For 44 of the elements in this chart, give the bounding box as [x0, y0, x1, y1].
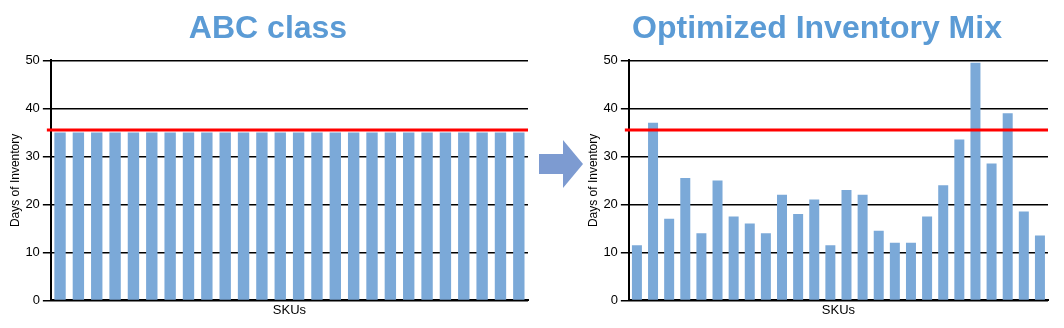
x-axis-title: SKUs [272, 301, 307, 317]
bar [680, 178, 691, 300]
bar [905, 242, 916, 300]
bar [728, 216, 739, 300]
y-tick-label: 0 [32, 291, 40, 307]
y-tick-label: 30 [603, 147, 618, 163]
y-tick-label: 0 [610, 291, 618, 307]
chart-title: ABC class [188, 9, 348, 46]
y-tick-label: 10 [603, 243, 618, 259]
bar [1002, 113, 1013, 300]
y-tick-label: 20 [25, 195, 40, 211]
bar [938, 185, 949, 300]
bar [793, 214, 804, 300]
y-tick-label: 40 [603, 99, 618, 115]
bar [631, 245, 642, 300]
bar [954, 139, 965, 300]
bar [664, 218, 675, 300]
y-axis-title: Days of Inventory [7, 133, 22, 228]
y-tick-label: 10 [25, 243, 40, 259]
bar [809, 199, 820, 300]
bar [889, 242, 900, 300]
bar [857, 194, 868, 300]
y-axis-title: Days of Inventory [585, 133, 600, 228]
bar [986, 163, 997, 300]
y-tick-label: 50 [603, 51, 618, 67]
bar [1018, 211, 1029, 300]
bar [825, 245, 836, 300]
bar [744, 223, 755, 300]
y-tick-label: 30 [25, 147, 40, 163]
bar [696, 233, 707, 300]
y-tick-label: 50 [25, 51, 40, 67]
bar [712, 180, 723, 300]
chart-title: Optimized Inventory Mix [632, 9, 1003, 46]
x-axis-title: SKUs [821, 301, 856, 317]
y-tick-label: 40 [25, 99, 40, 115]
bar [841, 190, 852, 300]
bar [777, 194, 788, 300]
y-tick-label: 20 [603, 195, 618, 211]
bar [922, 216, 933, 300]
bar [760, 233, 771, 300]
bar [1034, 235, 1045, 300]
bar [873, 230, 884, 300]
bar [970, 62, 981, 300]
bar [648, 122, 659, 300]
